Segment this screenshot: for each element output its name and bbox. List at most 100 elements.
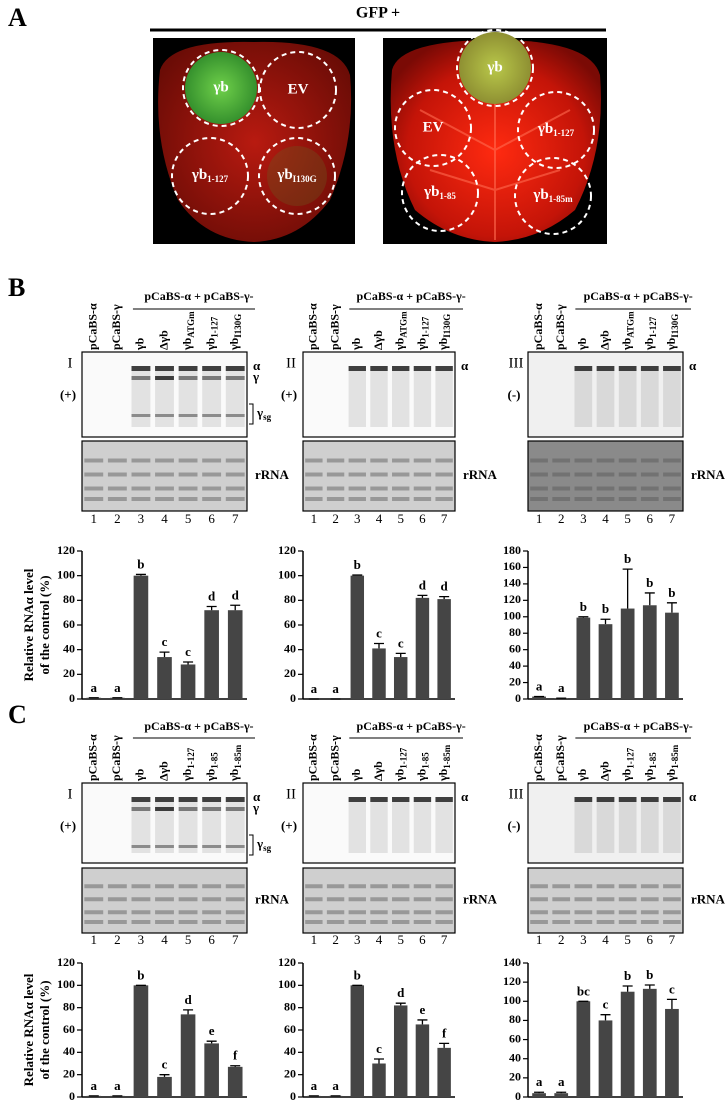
significance-letter: b <box>354 557 361 572</box>
label-sub: sg <box>263 412 272 422</box>
blot-band <box>225 414 245 417</box>
rrna-band <box>552 897 571 902</box>
rrna-band <box>131 920 151 924</box>
rrna-band <box>435 472 453 477</box>
y-tick-label: 60 <box>63 617 75 631</box>
rrna-band <box>370 472 388 477</box>
lane-header: γbI130G <box>664 314 680 351</box>
rrna-band <box>640 497 659 501</box>
significance-letter: c <box>603 997 609 1012</box>
significance-letter: e <box>420 1002 426 1017</box>
blot-band <box>392 797 410 802</box>
blot-smear <box>155 366 174 427</box>
y-axis-label: Relative RNAα level <box>21 973 36 1086</box>
significance-letter: e <box>209 1023 215 1038</box>
blot-band <box>155 845 174 848</box>
y-tick-label: 40 <box>63 641 75 655</box>
rrna-band <box>107 458 127 463</box>
bar <box>554 1093 569 1097</box>
leaf-label: γb <box>212 79 228 95</box>
blot-band <box>178 807 198 811</box>
leaf-label: γb <box>486 59 502 75</box>
leaf-label: γb1-85m <box>532 187 573 204</box>
error-bar <box>183 661 194 665</box>
lane-number: 4 <box>161 932 168 947</box>
blot-numeral: II <box>286 355 296 371</box>
rrna-band <box>131 897 151 902</box>
blot-numeral: III <box>509 786 524 802</box>
blot-band <box>178 376 198 380</box>
label-main: γb <box>532 187 548 203</box>
bar <box>350 985 365 1097</box>
blot-band <box>596 366 615 371</box>
blot-band <box>131 366 151 371</box>
significance-letter: b <box>137 556 144 571</box>
lane-number: 1 <box>311 511 318 526</box>
bar <box>372 1063 386 1097</box>
northern-blot <box>527 782 684 864</box>
rrna-band <box>618 897 637 902</box>
y-tick-label: 40 <box>509 1050 521 1064</box>
infiltration-circle <box>517 91 595 169</box>
rrna-band <box>552 497 571 501</box>
error-bar <box>135 573 146 576</box>
significance-letter: c <box>376 1041 382 1056</box>
rrna-band <box>530 910 548 915</box>
significance-letter: b <box>668 585 675 600</box>
label-main: γb <box>436 337 450 351</box>
blot-sign: (+) <box>281 818 297 833</box>
rrna-band <box>326 497 345 501</box>
error-bar <box>352 574 363 576</box>
blot-smear <box>370 797 388 853</box>
lane-header: Δγb <box>371 761 385 781</box>
rrna-band <box>663 897 681 902</box>
lane-header: γb1-127 <box>203 316 219 351</box>
lane-number: 5 <box>185 511 192 526</box>
label-main: γb <box>436 768 450 782</box>
y-tick-label: 80 <box>63 999 75 1013</box>
lane-number: 3 <box>138 932 145 947</box>
significance-letter: b <box>580 599 587 614</box>
rrna-band <box>552 458 571 463</box>
rrna-band <box>413 920 432 924</box>
blot-smear <box>663 797 681 853</box>
label-sub: 1-85m <box>233 744 243 768</box>
rrna-band <box>392 897 410 902</box>
lane-header: pCaBS-γ <box>327 735 341 781</box>
group-header: pCaBS-α + pCaBS-γ- <box>144 719 253 733</box>
lane-number: 1 <box>536 932 543 947</box>
significance-letter: b <box>646 967 653 982</box>
error-bar <box>395 1002 406 1006</box>
label-main: γb <box>664 337 678 351</box>
rrna-band <box>107 897 127 902</box>
rrna-band <box>640 472 659 477</box>
bar <box>393 1005 408 1097</box>
rrna-band <box>155 920 174 924</box>
rrna-band <box>392 486 410 491</box>
lane-header: γbATGm <box>180 311 196 351</box>
rrna-band <box>155 486 174 491</box>
lane-header: γb1-85 <box>203 752 219 782</box>
band-bracket <box>249 403 254 425</box>
blot-numeral: II <box>286 786 296 802</box>
rrna-band <box>413 472 432 477</box>
gfp-spot <box>459 32 531 104</box>
significance-letter: c <box>185 644 191 659</box>
panel-title: GFP + <box>356 5 400 22</box>
y-tick-label: 60 <box>284 617 296 631</box>
blot-band <box>663 797 681 802</box>
rrna-band <box>348 497 366 501</box>
label-sub: ATGm <box>186 311 196 338</box>
error-bar <box>417 594 428 598</box>
lane-header: γb1-85 <box>642 752 658 782</box>
rrna-band <box>178 486 198 491</box>
bar <box>437 599 451 699</box>
rrna-band <box>574 497 593 501</box>
rrna-band <box>178 497 198 501</box>
lane-number: 2 <box>332 932 339 947</box>
label-main: γb <box>414 337 428 351</box>
lane-number: 4 <box>376 511 383 526</box>
lane-header: pCaBS-γ <box>553 304 567 350</box>
label-main: γb <box>227 768 241 782</box>
error-bar <box>159 651 170 658</box>
